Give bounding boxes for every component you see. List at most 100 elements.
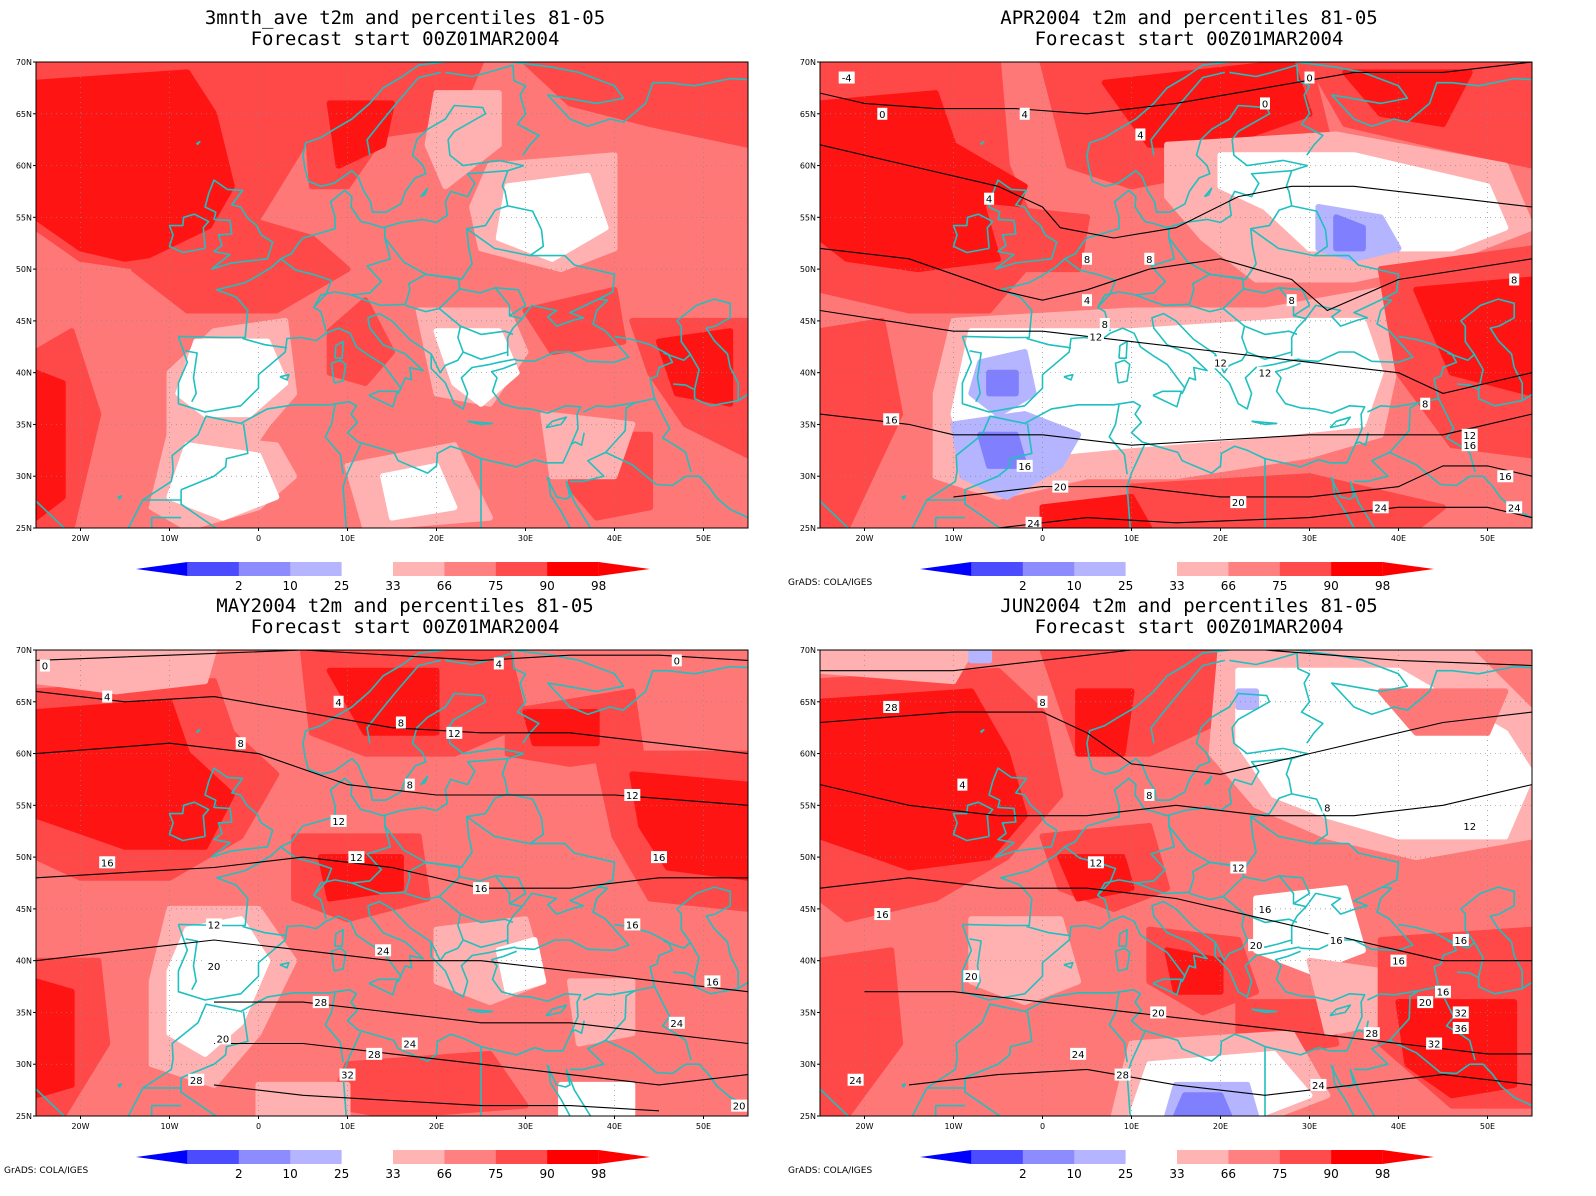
legend-swatch — [238, 1150, 291, 1164]
contour-label-bg — [1087, 856, 1104, 869]
legend-swatch — [393, 562, 445, 576]
longitude-label: 40E — [1391, 1122, 1406, 1131]
coastline — [546, 1064, 592, 1116]
legend-label: 2 — [1019, 579, 1027, 593]
legend-arrow-right — [1382, 1150, 1434, 1164]
contour-label-bg — [1135, 128, 1146, 141]
contour-label-bg — [446, 726, 463, 739]
legend-label: 75 — [488, 579, 503, 593]
coastline — [462, 351, 508, 361]
percentile-region — [1217, 152, 1509, 252]
latitude-label: 50N — [800, 853, 816, 862]
contour-label-bg — [214, 1032, 231, 1045]
contour-label-bg — [704, 975, 721, 988]
coastline — [964, 489, 1001, 528]
legend-label: 98 — [1375, 579, 1390, 593]
contour-label-bg — [1322, 801, 1333, 814]
latitude-label: 35N — [800, 1008, 816, 1017]
contour-line — [820, 62, 1532, 115]
percentile-region — [130, 214, 351, 314]
panel-title: APR2004 t2m and percentiles 81-05 Forecas… — [824, 8, 1554, 50]
title-line-1: 3mnth_ave t2m and percentiles 81-05 — [204, 7, 606, 29]
contour-label: 28 — [314, 998, 327, 1009]
contour-label-bg — [1212, 356, 1229, 369]
latitude-label: 70N — [800, 58, 816, 67]
contour-label: -4 — [842, 74, 852, 85]
contour-label: 16 — [475, 884, 488, 895]
coastline — [961, 900, 1301, 1001]
contour-label-bg — [731, 1099, 748, 1112]
coastline — [962, 164, 1308, 339]
coastline — [1063, 373, 1074, 381]
latitude-label: 45N — [800, 317, 816, 326]
coastline — [445, 64, 514, 78]
contour-label-bg — [330, 814, 347, 827]
coastline — [961, 312, 1301, 413]
legend-swatch — [971, 562, 1024, 576]
longitude-label: 30E — [1302, 1122, 1317, 1131]
contour-label: 16 — [1018, 462, 1031, 473]
contour-label: 4 — [1022, 110, 1028, 121]
latitude-label: 40N — [800, 957, 816, 966]
panel-title: 3mnth_ave t2m and percentiles 81-05 Forec… — [40, 8, 770, 50]
contour-label-bg — [235, 737, 246, 750]
latitude-label: 40N — [800, 369, 816, 378]
contour-label-bg — [366, 1047, 383, 1060]
coastline — [1097, 227, 1176, 308]
coastline — [1152, 978, 1183, 996]
map-frame — [35, 61, 749, 529]
contour-label-bg — [493, 657, 504, 670]
legend-label: 33 — [385, 579, 400, 593]
coastline — [467, 420, 494, 426]
coastline — [512, 65, 540, 156]
contour-label: 28 — [1365, 1029, 1378, 1040]
contour-line — [864, 991, 1532, 1055]
percentile-region — [36, 978, 75, 1099]
coastline — [512, 653, 540, 744]
contour-label-bg — [1497, 470, 1514, 483]
latitude-label: 30N — [16, 472, 32, 481]
contour-label: 4 — [496, 659, 502, 670]
contour-label: 20 — [1250, 941, 1263, 952]
coastline — [430, 895, 465, 962]
contour-label: 24 — [377, 946, 390, 957]
contour-label-bg — [1363, 1027, 1380, 1040]
legend-swatch — [1331, 562, 1383, 576]
legend-swatch — [187, 562, 240, 576]
map-canvas: -40 4004484888128121612161620202424812162… — [800, 58, 1533, 593]
latitude-label: 25N — [16, 1112, 32, 1121]
contour-label-bg — [838, 71, 855, 84]
latitude-label: 25N — [800, 1112, 816, 1121]
legend-swatch — [1022, 1150, 1075, 1164]
coastline — [1114, 359, 1131, 384]
coastline — [313, 227, 392, 308]
contour-label: 28 — [368, 1050, 381, 1061]
legend-swatch — [1228, 562, 1281, 576]
contour-label: 20 — [1232, 498, 1245, 509]
contour-label: 32 — [1454, 1008, 1467, 1019]
contour-line — [213, 1084, 660, 1112]
legend-label: 98 — [591, 1167, 606, 1181]
coastline — [1389, 451, 1471, 487]
contour-label: 36 — [1454, 1024, 1467, 1035]
contour-label: 24 — [670, 1019, 683, 1030]
coastline — [280, 846, 333, 920]
coastline — [1290, 886, 1414, 952]
coastline — [1354, 990, 1420, 1071]
coastline — [1329, 416, 1352, 429]
coastline — [1250, 793, 1329, 845]
coastline — [934, 1104, 966, 1116]
grads-credit: GrADS: COLA/IGES — [788, 1166, 873, 1176]
legend-label: 10 — [1067, 579, 1082, 593]
contour-label: 4 — [104, 693, 110, 704]
coastline — [1447, 352, 1476, 362]
coastline — [204, 767, 274, 858]
title-line-2: Forecast start 00Z01MAR2004 — [250, 28, 560, 50]
contour-label: 20 — [1152, 1008, 1165, 1019]
coastline — [177, 312, 517, 413]
latitude-label: 65N — [16, 698, 32, 707]
contour-label-bg — [624, 788, 641, 801]
contour-label-bg — [1052, 480, 1069, 493]
coastline — [820, 362, 1366, 528]
percentile-region — [1333, 214, 1366, 252]
